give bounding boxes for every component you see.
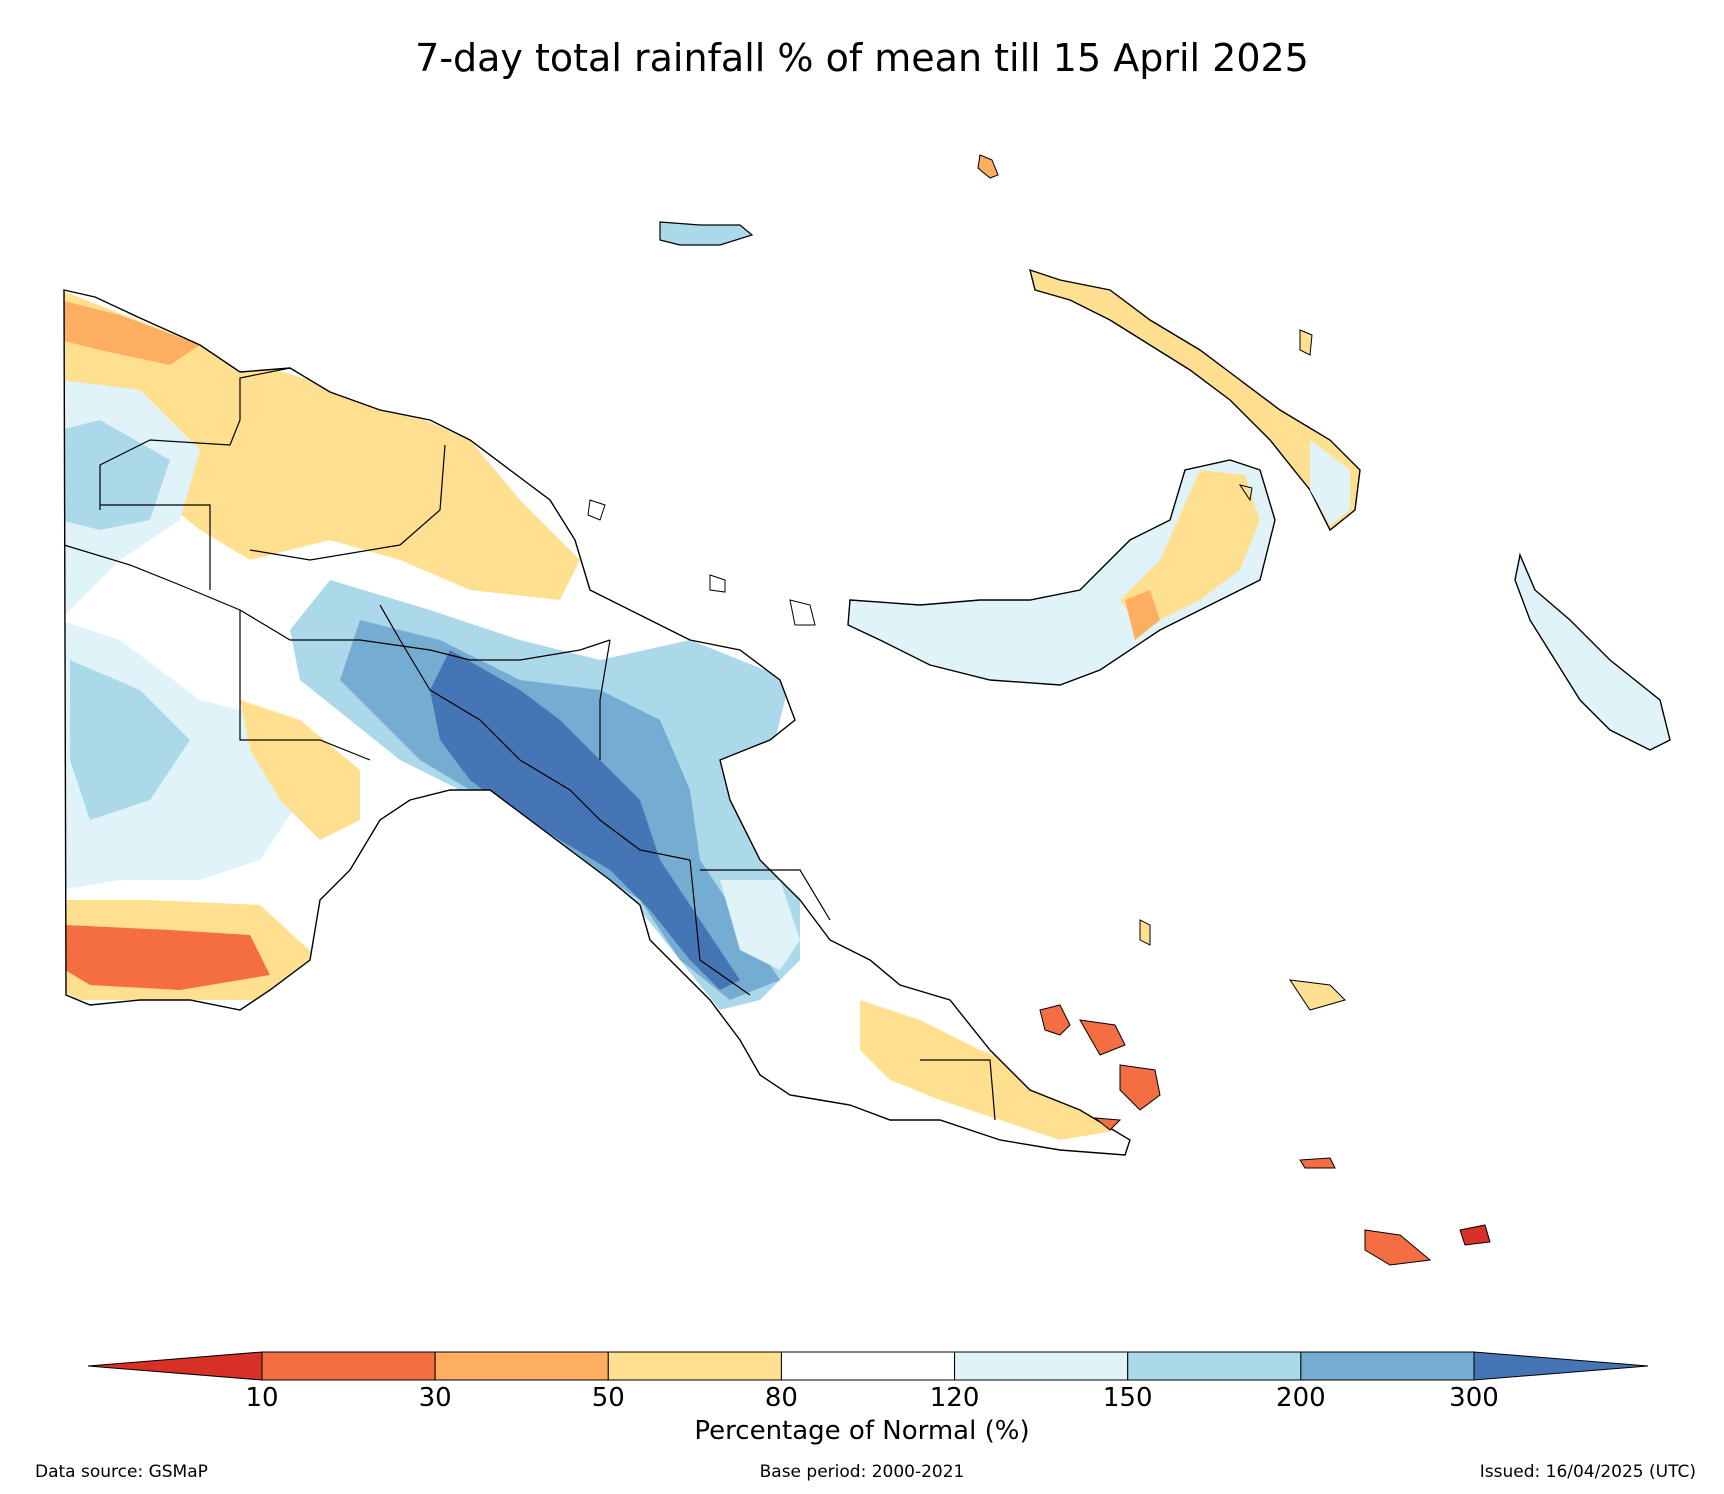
- colorbar: [87, 1351, 1649, 1381]
- colorbar-segment: [434, 1351, 609, 1381]
- base-period: Base period: 2000-2021: [759, 1462, 965, 1482]
- eastern-islands: [587, 154, 1491, 1266]
- colorbar-tick-label: 30: [418, 1383, 452, 1413]
- colorbar-tick-label: 120: [929, 1383, 980, 1413]
- colorbar-tick-label: 150: [1102, 1383, 1153, 1413]
- colorbar-tick-label: 50: [591, 1383, 625, 1413]
- colorbar-segment: [261, 1351, 436, 1381]
- mainland-outline: [63, 289, 1131, 1156]
- bougainville-island: [1514, 552, 1671, 751]
- rainfall-map: [63, 154, 1671, 1266]
- colorbar-segment: [607, 1351, 782, 1381]
- colorbar-segment: [780, 1351, 956, 1381]
- colorbar-segment: [1127, 1351, 1302, 1381]
- colorbar-arrow-high: [1473, 1351, 1649, 1381]
- map-title: 7-day total rainfall % of mean till 15 A…: [415, 36, 1309, 80]
- new-ireland-island: [1029, 268, 1361, 532]
- province-boundaries: [63, 367, 996, 1121]
- issued-date: Issued: 16/04/2025 (UTC): [1479, 1462, 1696, 1482]
- manus-island: [659, 221, 754, 246]
- colorbar-label: Percentage of Normal (%): [694, 1416, 1030, 1446]
- colorbar-segment: [1300, 1351, 1475, 1381]
- colorbar-segment: [954, 1351, 1129, 1381]
- colorbar-tick-label: 200: [1276, 1383, 1326, 1413]
- colorbar-tick-label: 300: [1449, 1383, 1499, 1413]
- new-britain-island: [847, 459, 1276, 686]
- colorbar-arrow-low: [87, 1351, 263, 1381]
- data-source: Data source: GSMaP: [35, 1462, 208, 1482]
- colorbar-tick-label: 10: [245, 1383, 279, 1413]
- colorbar-tick-label: 80: [764, 1383, 798, 1413]
